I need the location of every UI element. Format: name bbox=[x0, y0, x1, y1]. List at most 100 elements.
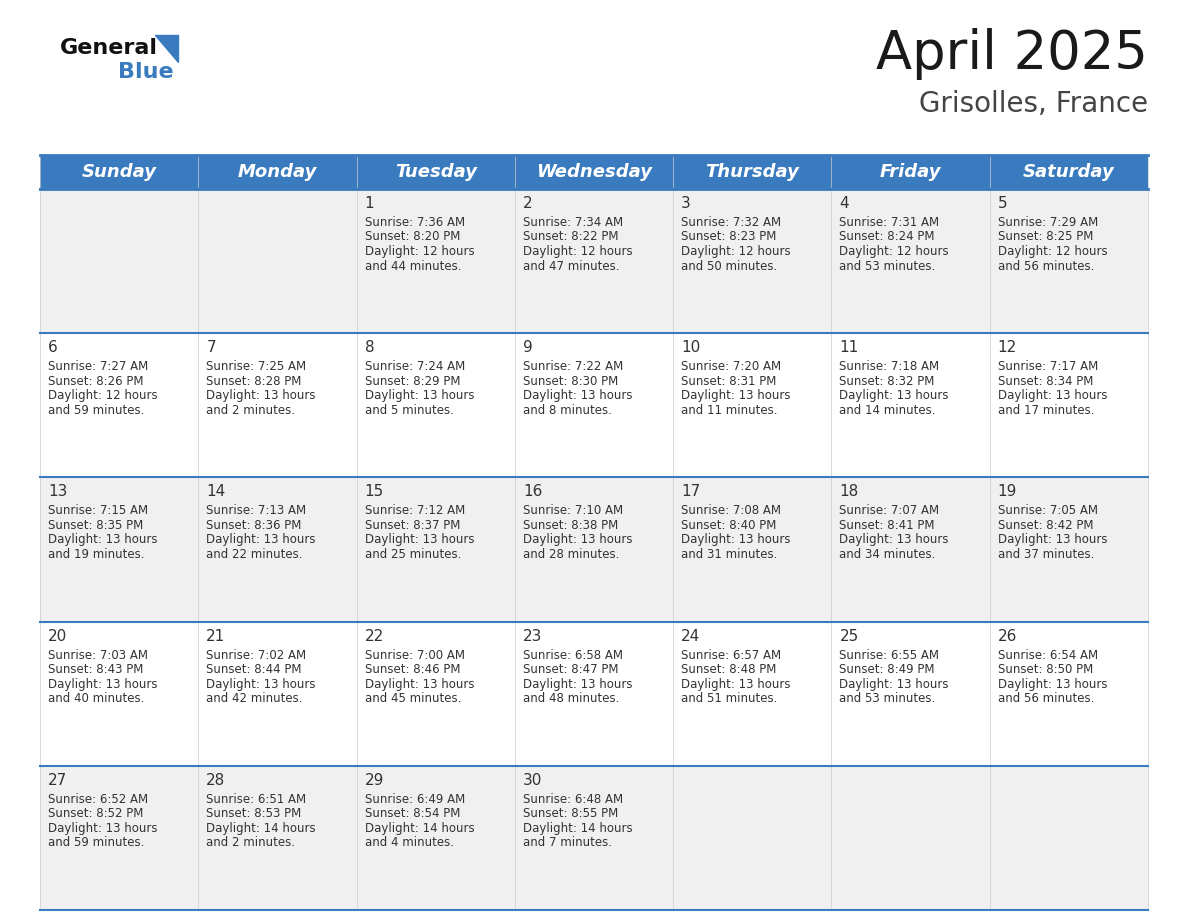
Text: and 42 minutes.: and 42 minutes. bbox=[207, 692, 303, 705]
Bar bbox=[832, 766, 990, 910]
Text: 30: 30 bbox=[523, 773, 542, 788]
Bar bbox=[356, 189, 514, 333]
Text: 5: 5 bbox=[998, 196, 1007, 211]
Text: and 47 minutes.: and 47 minutes. bbox=[523, 260, 619, 273]
Bar bbox=[990, 333, 1148, 477]
Text: and 11 minutes.: and 11 minutes. bbox=[681, 404, 778, 417]
Text: Sunrise: 6:49 AM: Sunrise: 6:49 AM bbox=[365, 793, 465, 806]
Text: Sunset: 8:48 PM: Sunset: 8:48 PM bbox=[681, 663, 777, 676]
Text: 17: 17 bbox=[681, 485, 701, 499]
Text: 15: 15 bbox=[365, 485, 384, 499]
Text: Daylight: 13 hours: Daylight: 13 hours bbox=[207, 677, 316, 690]
Text: Sunset: 8:22 PM: Sunset: 8:22 PM bbox=[523, 230, 619, 243]
Text: 12: 12 bbox=[998, 341, 1017, 355]
Bar bbox=[514, 189, 674, 333]
Text: 9: 9 bbox=[523, 341, 532, 355]
Text: Sunrise: 7:17 AM: Sunrise: 7:17 AM bbox=[998, 360, 1098, 374]
Text: and 17 minutes.: and 17 minutes. bbox=[998, 404, 1094, 417]
Text: Daylight: 13 hours: Daylight: 13 hours bbox=[681, 533, 791, 546]
Text: Sunrise: 7:12 AM: Sunrise: 7:12 AM bbox=[365, 504, 465, 518]
Bar bbox=[40, 621, 198, 766]
Text: Daylight: 13 hours: Daylight: 13 hours bbox=[365, 533, 474, 546]
Text: Daylight: 13 hours: Daylight: 13 hours bbox=[365, 389, 474, 402]
Text: and 50 minutes.: and 50 minutes. bbox=[681, 260, 777, 273]
Text: and 7 minutes.: and 7 minutes. bbox=[523, 836, 612, 849]
Bar bbox=[990, 155, 1148, 189]
Text: and 5 minutes.: and 5 minutes. bbox=[365, 404, 454, 417]
Text: Sunrise: 7:24 AM: Sunrise: 7:24 AM bbox=[365, 360, 465, 374]
Bar bbox=[198, 333, 356, 477]
Bar bbox=[674, 155, 832, 189]
Bar bbox=[40, 766, 198, 910]
Text: Sunrise: 7:03 AM: Sunrise: 7:03 AM bbox=[48, 649, 148, 662]
Text: 11: 11 bbox=[840, 341, 859, 355]
Text: 8: 8 bbox=[365, 341, 374, 355]
Text: Sunset: 8:24 PM: Sunset: 8:24 PM bbox=[840, 230, 935, 243]
Text: Monday: Monday bbox=[238, 163, 317, 181]
Text: and 51 minutes.: and 51 minutes. bbox=[681, 692, 777, 705]
Text: and 2 minutes.: and 2 minutes. bbox=[207, 836, 296, 849]
Text: Daylight: 13 hours: Daylight: 13 hours bbox=[998, 389, 1107, 402]
Text: Sunset: 8:29 PM: Sunset: 8:29 PM bbox=[365, 375, 460, 387]
Text: Sunset: 8:31 PM: Sunset: 8:31 PM bbox=[681, 375, 777, 387]
Text: 1: 1 bbox=[365, 196, 374, 211]
Text: 21: 21 bbox=[207, 629, 226, 644]
Text: and 59 minutes.: and 59 minutes. bbox=[48, 836, 145, 849]
Text: and 8 minutes.: and 8 minutes. bbox=[523, 404, 612, 417]
Text: 16: 16 bbox=[523, 485, 542, 499]
Text: Sunset: 8:36 PM: Sunset: 8:36 PM bbox=[207, 519, 302, 532]
Text: Sunrise: 7:07 AM: Sunrise: 7:07 AM bbox=[840, 504, 940, 518]
Bar bbox=[990, 189, 1148, 333]
Text: Sunrise: 6:58 AM: Sunrise: 6:58 AM bbox=[523, 649, 623, 662]
Text: Blue: Blue bbox=[118, 62, 173, 82]
Text: Sunset: 8:26 PM: Sunset: 8:26 PM bbox=[48, 375, 144, 387]
Text: Sunset: 8:43 PM: Sunset: 8:43 PM bbox=[48, 663, 144, 676]
Text: Daylight: 12 hours: Daylight: 12 hours bbox=[365, 245, 474, 258]
Text: Sunset: 8:46 PM: Sunset: 8:46 PM bbox=[365, 663, 460, 676]
Text: Wednesday: Wednesday bbox=[536, 163, 652, 181]
Text: Sunset: 8:47 PM: Sunset: 8:47 PM bbox=[523, 663, 619, 676]
Text: Sunset: 8:28 PM: Sunset: 8:28 PM bbox=[207, 375, 302, 387]
Text: Sunset: 8:35 PM: Sunset: 8:35 PM bbox=[48, 519, 144, 532]
Bar bbox=[356, 477, 514, 621]
Text: Daylight: 13 hours: Daylight: 13 hours bbox=[48, 822, 158, 834]
Text: Sunrise: 7:08 AM: Sunrise: 7:08 AM bbox=[681, 504, 782, 518]
Text: Sunrise: 7:31 AM: Sunrise: 7:31 AM bbox=[840, 216, 940, 229]
Text: 4: 4 bbox=[840, 196, 849, 211]
Text: Sunrise: 6:55 AM: Sunrise: 6:55 AM bbox=[840, 649, 940, 662]
Text: Daylight: 13 hours: Daylight: 13 hours bbox=[998, 533, 1107, 546]
Bar bbox=[40, 189, 198, 333]
Polygon shape bbox=[154, 35, 178, 62]
Text: Daylight: 13 hours: Daylight: 13 hours bbox=[998, 677, 1107, 690]
Bar bbox=[832, 477, 990, 621]
Text: Daylight: 13 hours: Daylight: 13 hours bbox=[207, 533, 316, 546]
Text: 24: 24 bbox=[681, 629, 701, 644]
Text: Daylight: 12 hours: Daylight: 12 hours bbox=[48, 389, 158, 402]
Text: Daylight: 13 hours: Daylight: 13 hours bbox=[48, 677, 158, 690]
Text: Daylight: 13 hours: Daylight: 13 hours bbox=[840, 677, 949, 690]
Text: Sunrise: 7:27 AM: Sunrise: 7:27 AM bbox=[48, 360, 148, 374]
Text: Sunday: Sunday bbox=[82, 163, 157, 181]
Text: Daylight: 14 hours: Daylight: 14 hours bbox=[207, 822, 316, 834]
Bar bbox=[832, 189, 990, 333]
Text: and 14 minutes.: and 14 minutes. bbox=[840, 404, 936, 417]
Text: 20: 20 bbox=[48, 629, 68, 644]
Text: 25: 25 bbox=[840, 629, 859, 644]
Text: Daylight: 12 hours: Daylight: 12 hours bbox=[998, 245, 1107, 258]
Text: Sunset: 8:44 PM: Sunset: 8:44 PM bbox=[207, 663, 302, 676]
Text: Sunrise: 7:00 AM: Sunrise: 7:00 AM bbox=[365, 649, 465, 662]
Text: Sunrise: 7:10 AM: Sunrise: 7:10 AM bbox=[523, 504, 623, 518]
Bar bbox=[198, 477, 356, 621]
Text: 19: 19 bbox=[998, 485, 1017, 499]
Text: Sunrise: 7:05 AM: Sunrise: 7:05 AM bbox=[998, 504, 1098, 518]
Text: Sunrise: 7:25 AM: Sunrise: 7:25 AM bbox=[207, 360, 307, 374]
Text: and 34 minutes.: and 34 minutes. bbox=[840, 548, 936, 561]
Bar bbox=[198, 766, 356, 910]
Text: General: General bbox=[61, 38, 158, 58]
Text: Sunrise: 7:02 AM: Sunrise: 7:02 AM bbox=[207, 649, 307, 662]
Text: Daylight: 13 hours: Daylight: 13 hours bbox=[207, 389, 316, 402]
Text: Sunrise: 7:32 AM: Sunrise: 7:32 AM bbox=[681, 216, 782, 229]
Text: Daylight: 13 hours: Daylight: 13 hours bbox=[523, 677, 632, 690]
Bar bbox=[198, 621, 356, 766]
Text: Sunrise: 6:52 AM: Sunrise: 6:52 AM bbox=[48, 793, 148, 806]
